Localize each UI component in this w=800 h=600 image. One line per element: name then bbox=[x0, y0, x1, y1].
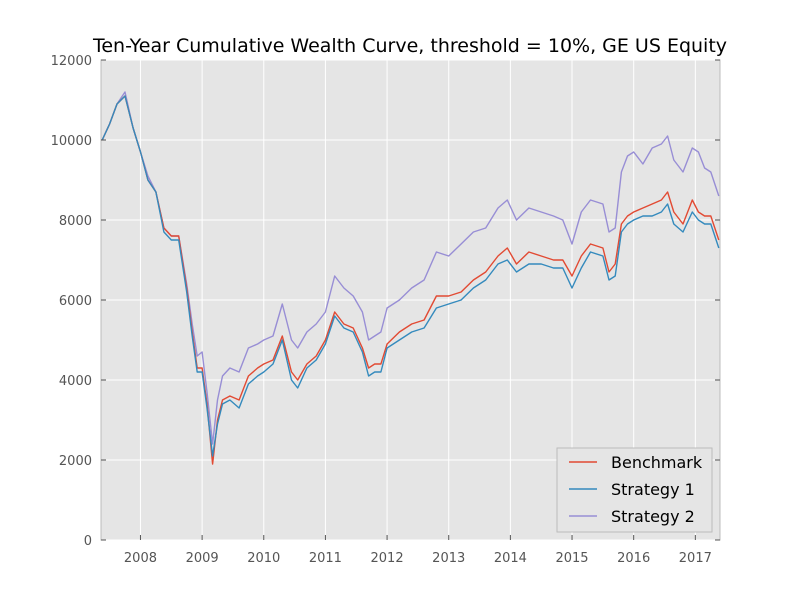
x-tick-label: 2012 bbox=[371, 551, 404, 566]
x-tick-label: 2017 bbox=[679, 551, 712, 566]
x-tick-label: 2014 bbox=[494, 551, 527, 566]
chart-title: Ten-Year Cumulative Wealth Curve, thresh… bbox=[92, 35, 727, 57]
y-tick-label: 4000 bbox=[59, 374, 92, 389]
x-axis: 2008 2009 2010 2011 2012 2013 2014 2015 2016 2017 bbox=[124, 535, 712, 566]
x-tick-label: 2010 bbox=[247, 551, 280, 566]
legend-label: Benchmark bbox=[611, 453, 703, 472]
y-tick-label: 10000 bbox=[51, 134, 92, 149]
series-lines bbox=[101, 91, 720, 465]
x-tick-label: 2015 bbox=[555, 551, 588, 566]
y-tick-label: 8000 bbox=[59, 214, 92, 229]
x-tick-label: 2013 bbox=[432, 551, 465, 566]
y-tick-label: 12000 bbox=[51, 54, 92, 69]
series-line-strategy-1 bbox=[101, 95, 720, 457]
x-tick-label: 2008 bbox=[124, 551, 157, 566]
x-tick-label: 2016 bbox=[617, 551, 650, 566]
y-tick-label: 6000 bbox=[59, 294, 92, 309]
legend-label: Strategy 1 bbox=[611, 480, 695, 499]
legend: Benchmark Strategy 1 Strategy 2 bbox=[556, 447, 713, 533]
y-tick-label: 0 bbox=[84, 534, 92, 549]
x-tick-label: 2011 bbox=[309, 551, 342, 566]
x-tick-label: 2009 bbox=[186, 551, 219, 566]
series-line-strategy-2 bbox=[101, 91, 720, 445]
y-axis: 0 2000 4000 6000 8000 10000 12000 bbox=[51, 54, 720, 549]
y-tick-label: 2000 bbox=[59, 454, 92, 469]
legend-label: Strategy 2 bbox=[611, 507, 695, 526]
